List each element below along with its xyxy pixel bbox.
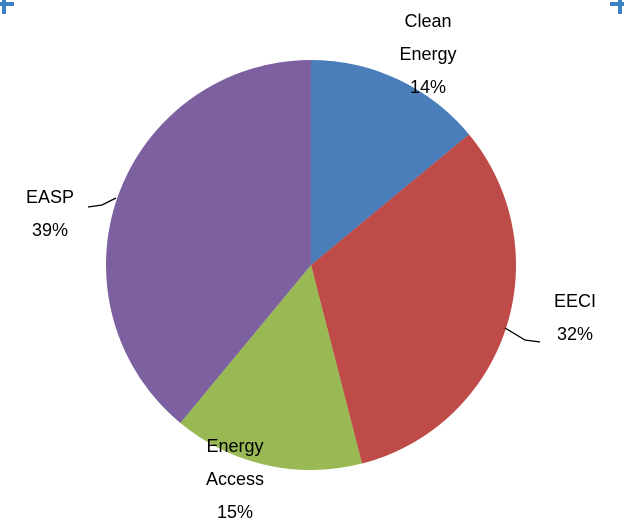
category-label: EASP (25, 187, 75, 207)
slice-label: Clean Energy 14% (383, 5, 473, 104)
percent-label: 39% (31, 220, 69, 240)
corner-mark (610, 0, 624, 14)
slice-label: Energy Access 15% (190, 430, 280, 529)
percent-label: 14% (409, 77, 447, 97)
category-label: Clean Energy (399, 11, 457, 64)
percent-label: 15% (216, 502, 254, 522)
category-label: EECI (553, 291, 596, 311)
pie-slice (180, 265, 362, 470)
percent-label: 32% (556, 324, 594, 344)
category-label: Energy Access (205, 436, 265, 489)
pie-slice (311, 134, 516, 464)
leader-line (87, 197, 117, 208)
pie-slice (105, 60, 311, 423)
slice-label: EECI 32% (530, 285, 620, 351)
slice-label: EASP 39% (5, 181, 95, 247)
corner-mark (0, 0, 14, 14)
pie-slice (311, 60, 469, 265)
leader-line (504, 327, 541, 343)
slices (105, 60, 516, 470)
